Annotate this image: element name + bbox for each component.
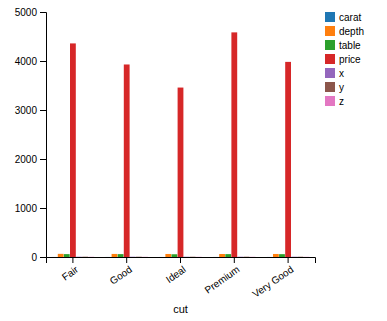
x-tick-label: Very Good: [250, 264, 295, 300]
legend-item: price: [325, 54, 361, 65]
y-tick-mark: [40, 159, 46, 160]
y-tick-mark: [40, 257, 46, 258]
legend-swatch: [325, 82, 335, 92]
bars: [52, 32, 310, 257]
x-tick-mark: [288, 257, 289, 263]
bar: [196, 256, 202, 257]
x-tick-mark: [126, 257, 127, 263]
x-tick-label: Fair: [60, 263, 81, 282]
bar: [190, 256, 196, 257]
y-tick: 2000: [15, 154, 46, 165]
bar: [64, 254, 70, 257]
bar: [105, 256, 111, 257]
y-tick-mark: [40, 110, 46, 111]
bar: [165, 254, 171, 257]
x-tick: Good: [108, 257, 134, 287]
bar: [136, 256, 142, 257]
y-tick-label: 0: [31, 252, 37, 263]
y-tick-label: 3000: [15, 105, 38, 116]
x-tick-label: Ideal: [164, 264, 188, 285]
y-tick: 1000: [15, 203, 46, 214]
y-tick: 5000: [15, 7, 46, 18]
legend-label: table: [339, 40, 361, 51]
legend-label: z: [339, 96, 344, 107]
bar: [58, 254, 64, 257]
bar: [250, 256, 256, 257]
x-axis: Fair Good Ideal PremiumVery Good: [47, 257, 316, 300]
bar: [159, 256, 165, 257]
bar: [285, 62, 291, 257]
legend-item: x: [325, 68, 344, 79]
x-axis-line: [47, 258, 316, 264]
x-tick-mark: [72, 257, 73, 263]
bar: [88, 256, 94, 257]
bar: [171, 254, 177, 257]
legend-item: table: [325, 40, 361, 51]
bar: [184, 256, 190, 257]
chart: Fair Good Ideal PremiumVery Good 0 1000 2000 30…: [0, 0, 387, 321]
legend-label: price: [339, 54, 361, 65]
x-axis-title: cut: [173, 303, 188, 315]
x-tick-mark: [234, 257, 235, 263]
legend-swatch: [325, 96, 335, 106]
bar: [291, 256, 297, 257]
legend-swatch: [325, 40, 335, 50]
y-tick-mark: [40, 12, 46, 13]
x-tick: Very Good: [250, 257, 295, 300]
y-tick-mark: [40, 208, 46, 209]
x-tick: Fair: [60, 257, 81, 283]
legend: carat depth table price xyz: [325, 12, 364, 107]
bar: [52, 256, 58, 257]
bar: [244, 256, 250, 257]
legend-item: z: [325, 96, 344, 107]
y-tick-label: 1000: [15, 203, 38, 214]
bar: [219, 254, 225, 257]
bar: [142, 256, 148, 257]
x-tick-label: Good: [108, 264, 134, 287]
bar: [178, 88, 184, 257]
bar: [238, 256, 244, 257]
bar: [213, 256, 219, 257]
legend-label: x: [339, 68, 344, 79]
x-tick-mark: [180, 257, 181, 263]
y-tick: 0: [31, 252, 46, 263]
legend-label: y: [339, 82, 344, 93]
legend-label: depth: [339, 26, 364, 37]
bar: [76, 256, 82, 257]
bar: [225, 254, 231, 257]
y-tick-label: 4000: [15, 56, 38, 67]
legend-swatch: [325, 26, 335, 36]
bar: [267, 256, 273, 257]
x-tick: Ideal: [164, 257, 188, 285]
bar: [70, 43, 76, 257]
bar: [82, 256, 88, 257]
legend-item: carat: [325, 12, 361, 23]
legend-swatch: [325, 68, 335, 78]
y-axis-line: [40, 13, 47, 258]
bar: [124, 64, 130, 257]
y-tick: 4000: [15, 56, 46, 67]
bar: [130, 256, 136, 257]
legend-swatch: [325, 54, 335, 64]
legend-label: carat: [339, 12, 361, 23]
y-tick: 3000: [15, 105, 46, 116]
y-tick-label: 5000: [15, 7, 38, 18]
bar: [231, 32, 237, 257]
legend-item: depth: [325, 26, 364, 37]
bar: [118, 254, 124, 257]
bar: [304, 256, 310, 257]
bar: [112, 254, 118, 257]
legend-item: y: [325, 82, 344, 93]
y-axis: 0 1000 2000 3000 4000 5000: [15, 7, 47, 263]
x-tick: Premium: [203, 257, 242, 296]
y-tick-label: 2000: [15, 154, 38, 165]
x-tick-label: Premium: [203, 264, 242, 296]
bar: [273, 254, 279, 257]
bar: [297, 256, 303, 257]
legend-swatch: [325, 12, 335, 22]
bar: [279, 254, 285, 257]
y-tick-mark: [40, 61, 46, 62]
